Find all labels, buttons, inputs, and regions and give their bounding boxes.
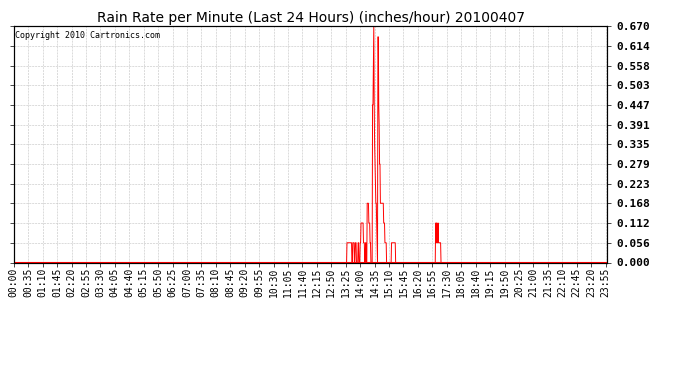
Text: Copyright 2010 Cartronics.com: Copyright 2010 Cartronics.com (15, 31, 160, 40)
Title: Rain Rate per Minute (Last 24 Hours) (inches/hour) 20100407: Rain Rate per Minute (Last 24 Hours) (in… (97, 11, 524, 25)
